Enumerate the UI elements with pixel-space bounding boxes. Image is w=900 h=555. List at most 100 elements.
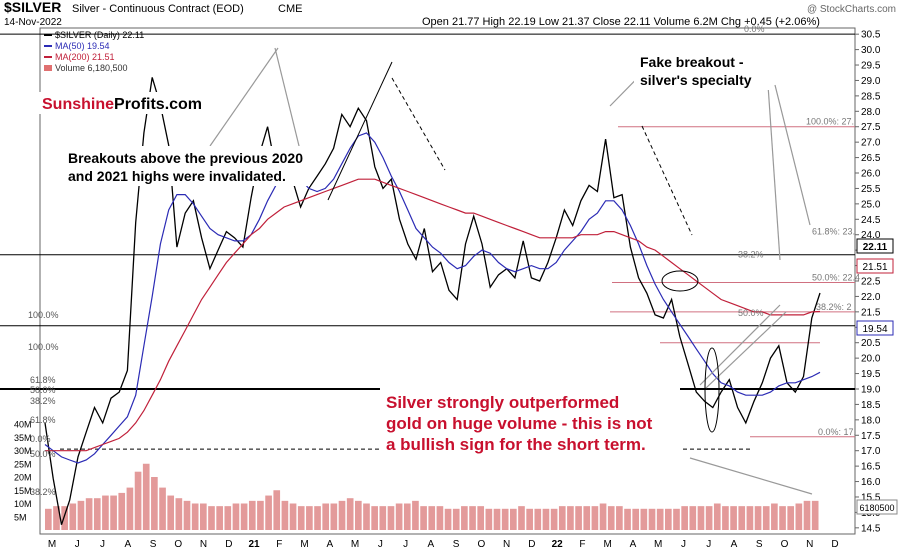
volume-bar	[248, 500, 256, 530]
volume-bar	[142, 463, 150, 530]
x-tick-label: S	[150, 539, 157, 550]
volume-bar	[428, 506, 436, 530]
volume-bar	[444, 508, 452, 530]
x-tick-label: S	[453, 539, 460, 550]
x-tick-label: J	[706, 539, 711, 550]
x-tick-label: M	[654, 539, 662, 550]
x-tick-label: M	[300, 539, 308, 550]
volume-tick-label: 25M	[14, 459, 32, 469]
y-tick-label: 29.5	[861, 61, 881, 72]
volume-bar	[681, 506, 688, 530]
x-tick-label: A	[327, 539, 334, 550]
right-fib-labels: 0.0% 100.0%: 27. 61.8%: 23. 38.2% 50.0%: 22.…	[738, 24, 860, 437]
legend-swatch-volume	[44, 65, 52, 71]
volume-bar	[493, 508, 501, 530]
volume-bar	[771, 503, 778, 530]
x-tick-label: J	[681, 539, 686, 550]
symbol-title: $SILVER	[4, 0, 61, 15]
volume-bar	[224, 506, 232, 530]
volume-bar	[314, 506, 321, 530]
volume-bar	[436, 506, 444, 530]
volume-bar	[134, 471, 142, 530]
volume-bar	[355, 500, 362, 530]
volume-bar	[673, 508, 680, 530]
volume-bar	[420, 506, 427, 530]
volume-bar	[583, 506, 591, 530]
volume-bar	[542, 508, 550, 530]
volume-bar	[689, 506, 697, 530]
volume-badge-label: 6180500	[859, 503, 894, 513]
trend-line-10	[689, 457, 813, 495]
y-tick-label: 25.0	[861, 199, 881, 210]
volume-bar	[575, 506, 582, 530]
volume-bar	[510, 508, 517, 530]
volume-bar	[363, 503, 370, 530]
volume-axis: 40M 35M 30M 25M 20M 15M 10M 5M	[14, 420, 32, 523]
volume-bar	[558, 506, 566, 530]
volume-bar	[167, 495, 175, 530]
volume-bar	[722, 506, 729, 530]
volume-bar	[102, 495, 109, 530]
volume-tick-label: 40M	[14, 420, 32, 430]
volume-bar	[151, 477, 158, 530]
ma50-badge-label: 19.54	[862, 324, 887, 335]
x-tick-label: N	[806, 539, 813, 550]
y-tick-label: 18.5	[861, 400, 881, 411]
volume-bar	[616, 506, 623, 530]
volume-bar	[208, 506, 215, 530]
volume-bar	[648, 508, 656, 530]
volume-bar	[477, 506, 485, 530]
left-fib-label: 61.8%	[30, 375, 56, 385]
x-tick-label: 22	[552, 539, 564, 550]
volume-bar	[45, 508, 52, 530]
x-tick-label: 21	[249, 539, 261, 550]
price-badges: 22.11 21.51 19.54 6180500	[856, 238, 898, 515]
volume-bar	[656, 508, 664, 530]
left-fib-labels: 100.0%100.0%61.8%50.0%38.2%61.8%0.0%50.0…	[28, 310, 59, 497]
y-tick-label: 15.5	[861, 492, 881, 503]
y-tick-label: 22.0	[861, 292, 881, 303]
volume-bar	[567, 506, 574, 530]
trend-line-0	[327, 61, 393, 201]
last-price-badge	[856, 238, 894, 254]
y-tick-label: 14.5	[861, 523, 881, 534]
volume-tick-label: 35M	[14, 433, 32, 443]
y-tick-label: 26.0	[861, 169, 881, 180]
y-tick-label: 26.5	[861, 153, 881, 164]
ma50-line	[44, 132, 821, 464]
volume-bar	[591, 506, 599, 530]
trend-line-2	[641, 125, 693, 236]
trend-lines	[209, 47, 813, 495]
legend-item-ma50: MA(50) 19.54	[44, 41, 110, 51]
x-tick-label: S	[756, 539, 763, 550]
volume-tick-label: 15M	[14, 486, 32, 496]
x-tick-label: D	[831, 539, 838, 550]
volume-bar	[77, 500, 85, 530]
volume-bar	[746, 506, 754, 530]
right-fib-label: 50.0%: 22.4	[812, 273, 860, 283]
outperformed-annotation-bg	[380, 385, 680, 457]
volume-bar	[118, 492, 126, 530]
volume-bar	[289, 503, 297, 530]
volume-bar	[526, 508, 533, 530]
volume-bars	[45, 463, 819, 530]
volume-bar	[779, 506, 786, 530]
volume-bar	[795, 503, 803, 530]
volume-bar	[387, 506, 395, 530]
x-tick-label: J	[100, 539, 105, 550]
y-tick-label: 29.0	[861, 76, 881, 87]
volume-bar	[754, 506, 762, 530]
volume-bar	[281, 500, 289, 530]
volume-tick-label: 5M	[14, 512, 27, 522]
trend-line-8	[767, 84, 781, 261]
fake-breakout-annotation-bg	[634, 50, 770, 90]
logo-background	[38, 92, 208, 114]
y-tick-label: 17.5	[861, 431, 881, 442]
volume-bar	[257, 500, 264, 530]
volume-bar	[371, 506, 378, 530]
y-tick-label: 20.0	[861, 354, 881, 365]
y-tick-label: 22.5	[861, 277, 881, 288]
right-fib-label: 0.0%: 17.	[818, 427, 856, 437]
volume-bar	[297, 506, 305, 530]
volume-bar	[379, 506, 387, 530]
